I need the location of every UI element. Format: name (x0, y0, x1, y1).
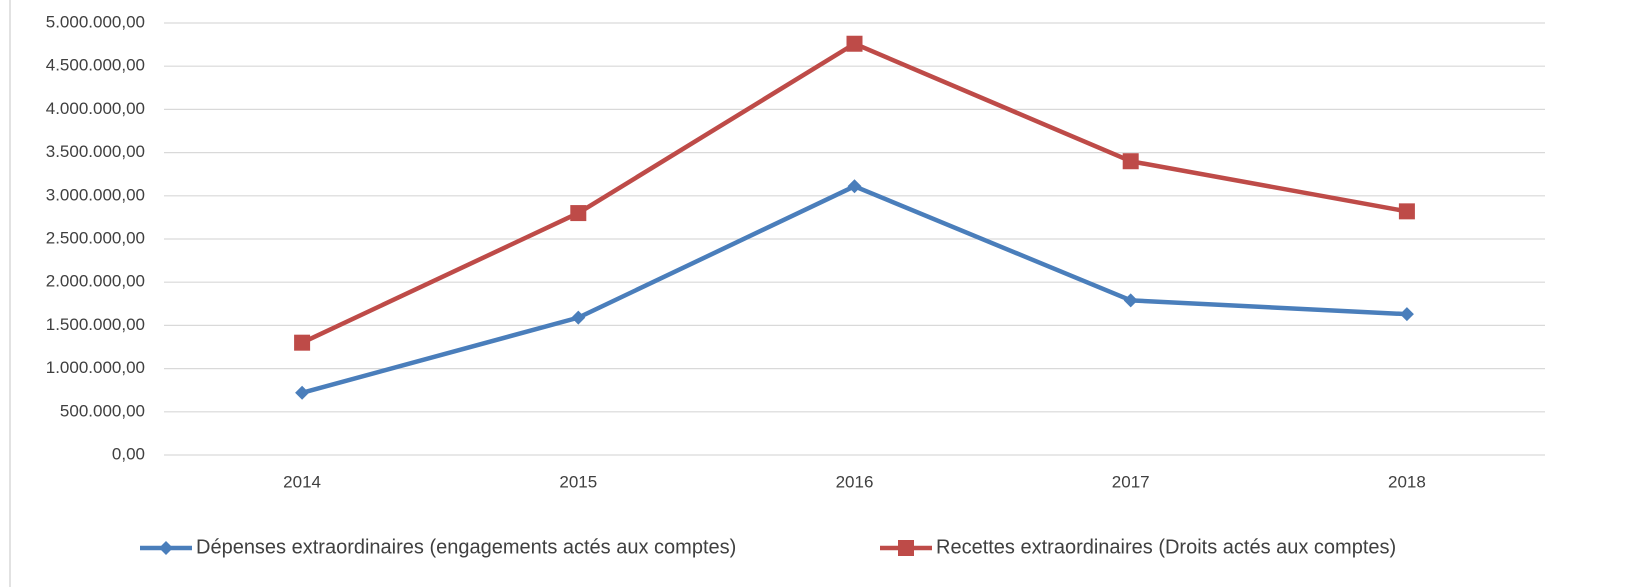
data-point (1398, 203, 1415, 220)
legend-label: Recettes extraordinaires (Droits actés a… (936, 536, 1396, 558)
y-tick-label: 2.500.000,00 (46, 228, 145, 247)
data-point (1399, 307, 1414, 322)
data-point (570, 205, 587, 222)
x-tick-label: 2018 (1388, 472, 1426, 491)
x-tick-label: 2015 (559, 472, 597, 491)
data-point (847, 179, 862, 194)
legend-label: Dépenses extraordinaires (engagements ac… (196, 536, 736, 558)
series-line (301, 184, 1408, 395)
data-point (294, 334, 311, 351)
legend-marker (898, 540, 914, 556)
data-point (295, 385, 310, 400)
y-tick-label: 4.000.000,00 (46, 99, 145, 118)
y-tick-label: 1.000.000,00 (46, 358, 145, 377)
y-tick-label: 2.000.000,00 (46, 272, 145, 291)
y-tick-label: 5.000.000,00 (46, 12, 145, 31)
y-tick-label: 1.500.000,00 (46, 315, 145, 334)
data-point (571, 310, 586, 325)
x-tick-label: 2014 (283, 472, 321, 491)
x-tick-label: 2016 (836, 472, 874, 491)
data-point (1123, 293, 1138, 308)
y-tick-label: 500.000,00 (60, 401, 145, 420)
y-tick-label: 4.500.000,00 (46, 56, 145, 75)
y-tick-label: 3.000.000,00 (46, 185, 145, 204)
y-tick-label: 3.500.000,00 (46, 142, 145, 161)
x-tick-label: 2017 (1112, 472, 1150, 491)
legend-marker (159, 541, 173, 555)
y-tick-label: 0,00 (112, 444, 145, 463)
data-point (846, 35, 863, 52)
data-point (1122, 153, 1139, 170)
